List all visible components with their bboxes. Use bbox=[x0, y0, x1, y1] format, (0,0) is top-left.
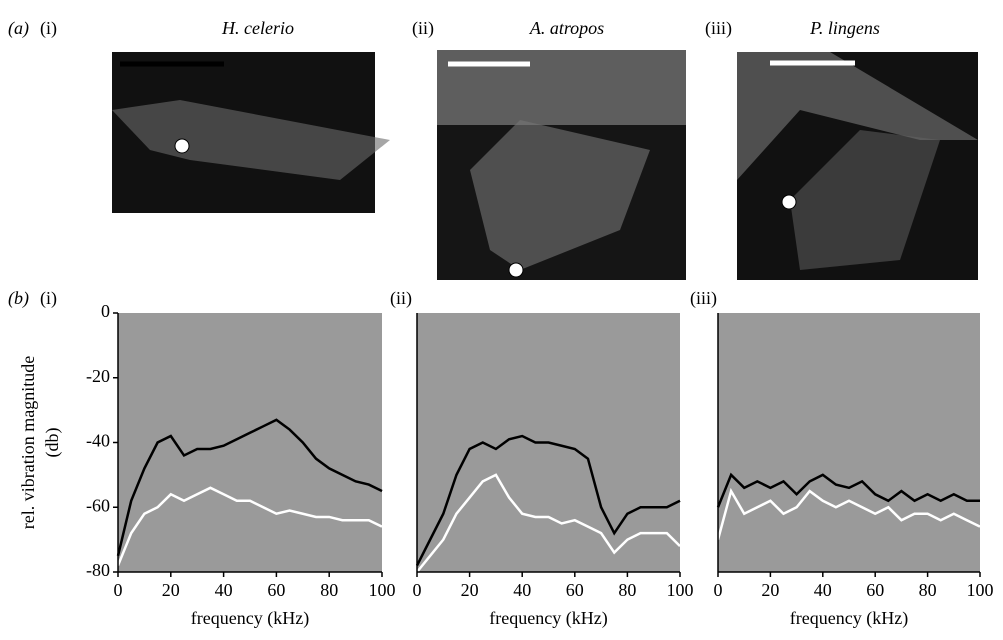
x-axis-label: frequency (kHz) bbox=[790, 608, 908, 629]
x-tick-label: 100 bbox=[667, 580, 694, 600]
plot-background bbox=[118, 313, 382, 572]
photo bbox=[737, 52, 978, 280]
subpanel-label: (i) bbox=[40, 288, 57, 309]
series-line bbox=[416, 473, 681, 573]
y-axis-label: (db) bbox=[42, 428, 63, 458]
x-tick-label: 20 bbox=[162, 580, 180, 600]
subpanel-label: (ii) bbox=[390, 288, 412, 309]
x-tick-label: 60 bbox=[267, 580, 285, 600]
y-tick-label: -20 bbox=[86, 366, 110, 386]
subpanel-label: (iii) bbox=[705, 18, 732, 39]
x-axis-label: frequency (kHz) bbox=[191, 608, 309, 629]
x-tick-label: 60 bbox=[866, 580, 884, 600]
x-axis-label: frequency (kHz) bbox=[489, 608, 607, 629]
x-tick-label: 0 bbox=[114, 580, 123, 600]
subpanel-label: (iii) bbox=[690, 288, 717, 309]
x-tick-label: 100 bbox=[369, 580, 396, 600]
plot-background bbox=[718, 313, 980, 572]
series-line bbox=[116, 486, 383, 566]
species-title: P. lingens bbox=[809, 18, 880, 38]
photo bbox=[437, 50, 686, 280]
x-tick-label: 80 bbox=[919, 580, 937, 600]
x-tick-label: 0 bbox=[714, 580, 723, 600]
x-tick-label: 80 bbox=[320, 580, 338, 600]
x-tick-label: 20 bbox=[461, 580, 479, 600]
y-tick-label: -60 bbox=[86, 495, 110, 515]
x-tick-label: 40 bbox=[814, 580, 832, 600]
x-tick-label: 0 bbox=[413, 580, 422, 600]
photo bbox=[112, 52, 390, 213]
y-tick-label: 0 bbox=[101, 301, 110, 321]
series-line bbox=[716, 472, 980, 508]
series-line bbox=[716, 487, 981, 540]
x-tick-label: 40 bbox=[215, 580, 233, 600]
x-tick-label: 100 bbox=[967, 580, 994, 600]
y-tick-label: -80 bbox=[86, 560, 110, 580]
x-tick-label: 20 bbox=[761, 580, 779, 600]
series-line bbox=[116, 418, 383, 557]
x-tick-label: 80 bbox=[618, 580, 636, 600]
x-tick-label: 60 bbox=[566, 580, 584, 600]
subpanel-label: (ii) bbox=[412, 18, 434, 39]
panel-label: (a) bbox=[8, 18, 29, 39]
panel-label: (b) bbox=[8, 288, 29, 309]
subpanel-label: (i) bbox=[40, 18, 57, 39]
x-tick-label: 40 bbox=[513, 580, 531, 600]
y-axis-label: rel. vibration magnitude bbox=[18, 356, 38, 529]
species-title: A. atropos bbox=[529, 18, 604, 38]
species-title: H. celerio bbox=[221, 18, 294, 38]
y-tick-label: -40 bbox=[86, 431, 110, 451]
series-line bbox=[415, 434, 681, 567]
